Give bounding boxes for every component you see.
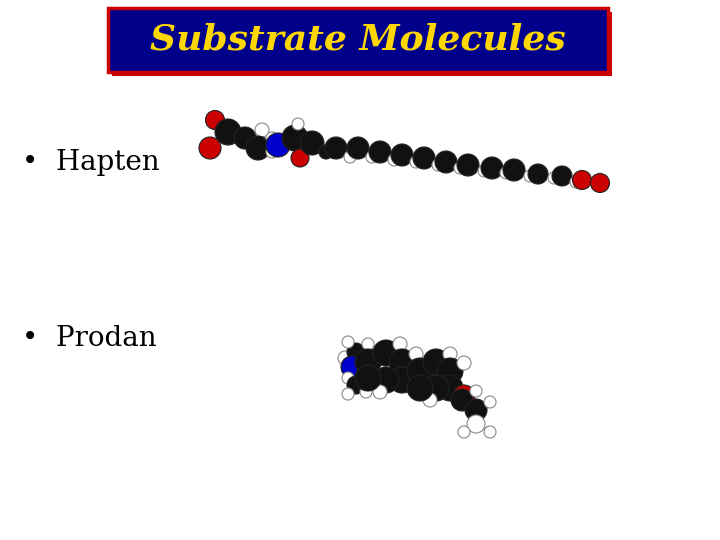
Circle shape bbox=[467, 415, 485, 433]
Circle shape bbox=[457, 356, 471, 370]
Circle shape bbox=[572, 171, 592, 190]
Circle shape bbox=[246, 136, 270, 160]
Circle shape bbox=[266, 132, 278, 144]
Circle shape bbox=[484, 426, 496, 438]
Circle shape bbox=[443, 347, 457, 361]
Circle shape bbox=[437, 358, 463, 384]
Circle shape bbox=[342, 388, 354, 400]
FancyBboxPatch shape bbox=[108, 8, 608, 72]
Circle shape bbox=[366, 151, 378, 163]
Circle shape bbox=[407, 375, 433, 401]
Circle shape bbox=[435, 151, 457, 173]
Circle shape bbox=[388, 154, 400, 166]
Circle shape bbox=[393, 337, 407, 351]
Circle shape bbox=[409, 381, 423, 395]
Circle shape bbox=[423, 375, 449, 401]
Circle shape bbox=[389, 349, 415, 375]
Circle shape bbox=[373, 367, 399, 393]
Circle shape bbox=[319, 145, 333, 159]
Circle shape bbox=[369, 141, 391, 163]
Circle shape bbox=[342, 372, 354, 384]
Circle shape bbox=[413, 147, 435, 169]
Circle shape bbox=[451, 389, 473, 411]
Circle shape bbox=[423, 393, 437, 407]
Circle shape bbox=[266, 146, 278, 158]
Circle shape bbox=[373, 340, 399, 366]
Circle shape bbox=[199, 137, 221, 159]
Circle shape bbox=[478, 165, 490, 177]
Circle shape bbox=[373, 385, 387, 399]
Circle shape bbox=[391, 144, 413, 166]
Circle shape bbox=[570, 176, 582, 188]
Circle shape bbox=[344, 151, 356, 163]
Circle shape bbox=[458, 426, 470, 438]
Circle shape bbox=[325, 137, 347, 159]
Circle shape bbox=[481, 157, 503, 179]
Circle shape bbox=[484, 396, 496, 408]
Circle shape bbox=[528, 164, 548, 184]
Circle shape bbox=[409, 347, 423, 361]
Circle shape bbox=[347, 376, 365, 394]
Circle shape bbox=[347, 137, 369, 159]
Circle shape bbox=[389, 367, 415, 393]
Circle shape bbox=[341, 356, 363, 378]
Circle shape bbox=[266, 133, 290, 157]
Circle shape bbox=[453, 385, 475, 407]
Circle shape bbox=[360, 386, 372, 398]
Circle shape bbox=[342, 336, 354, 348]
Text: •  Hapten: • Hapten bbox=[22, 150, 160, 177]
Circle shape bbox=[423, 349, 449, 375]
Circle shape bbox=[355, 349, 381, 375]
Circle shape bbox=[432, 159, 444, 171]
Circle shape bbox=[500, 167, 512, 179]
Circle shape bbox=[291, 149, 309, 167]
Circle shape bbox=[465, 399, 487, 421]
Circle shape bbox=[524, 170, 536, 182]
Circle shape bbox=[437, 375, 463, 401]
Circle shape bbox=[503, 159, 525, 181]
Circle shape bbox=[282, 125, 308, 151]
Circle shape bbox=[255, 123, 269, 137]
Circle shape bbox=[215, 119, 241, 145]
Circle shape bbox=[470, 385, 482, 397]
Circle shape bbox=[347, 343, 365, 361]
Circle shape bbox=[362, 338, 374, 350]
Circle shape bbox=[457, 154, 479, 176]
Circle shape bbox=[590, 173, 610, 192]
Circle shape bbox=[552, 166, 572, 186]
Text: •  Prodan: • Prodan bbox=[22, 325, 157, 352]
Circle shape bbox=[454, 162, 466, 174]
Circle shape bbox=[292, 118, 304, 130]
Circle shape bbox=[338, 351, 352, 365]
Text: Substrate Molecules: Substrate Molecules bbox=[150, 23, 566, 57]
Circle shape bbox=[410, 156, 422, 168]
FancyBboxPatch shape bbox=[112, 12, 612, 76]
Circle shape bbox=[234, 127, 256, 149]
Circle shape bbox=[407, 358, 433, 384]
Circle shape bbox=[300, 131, 324, 155]
Circle shape bbox=[355, 365, 381, 391]
Circle shape bbox=[548, 172, 560, 184]
Circle shape bbox=[205, 111, 225, 130]
